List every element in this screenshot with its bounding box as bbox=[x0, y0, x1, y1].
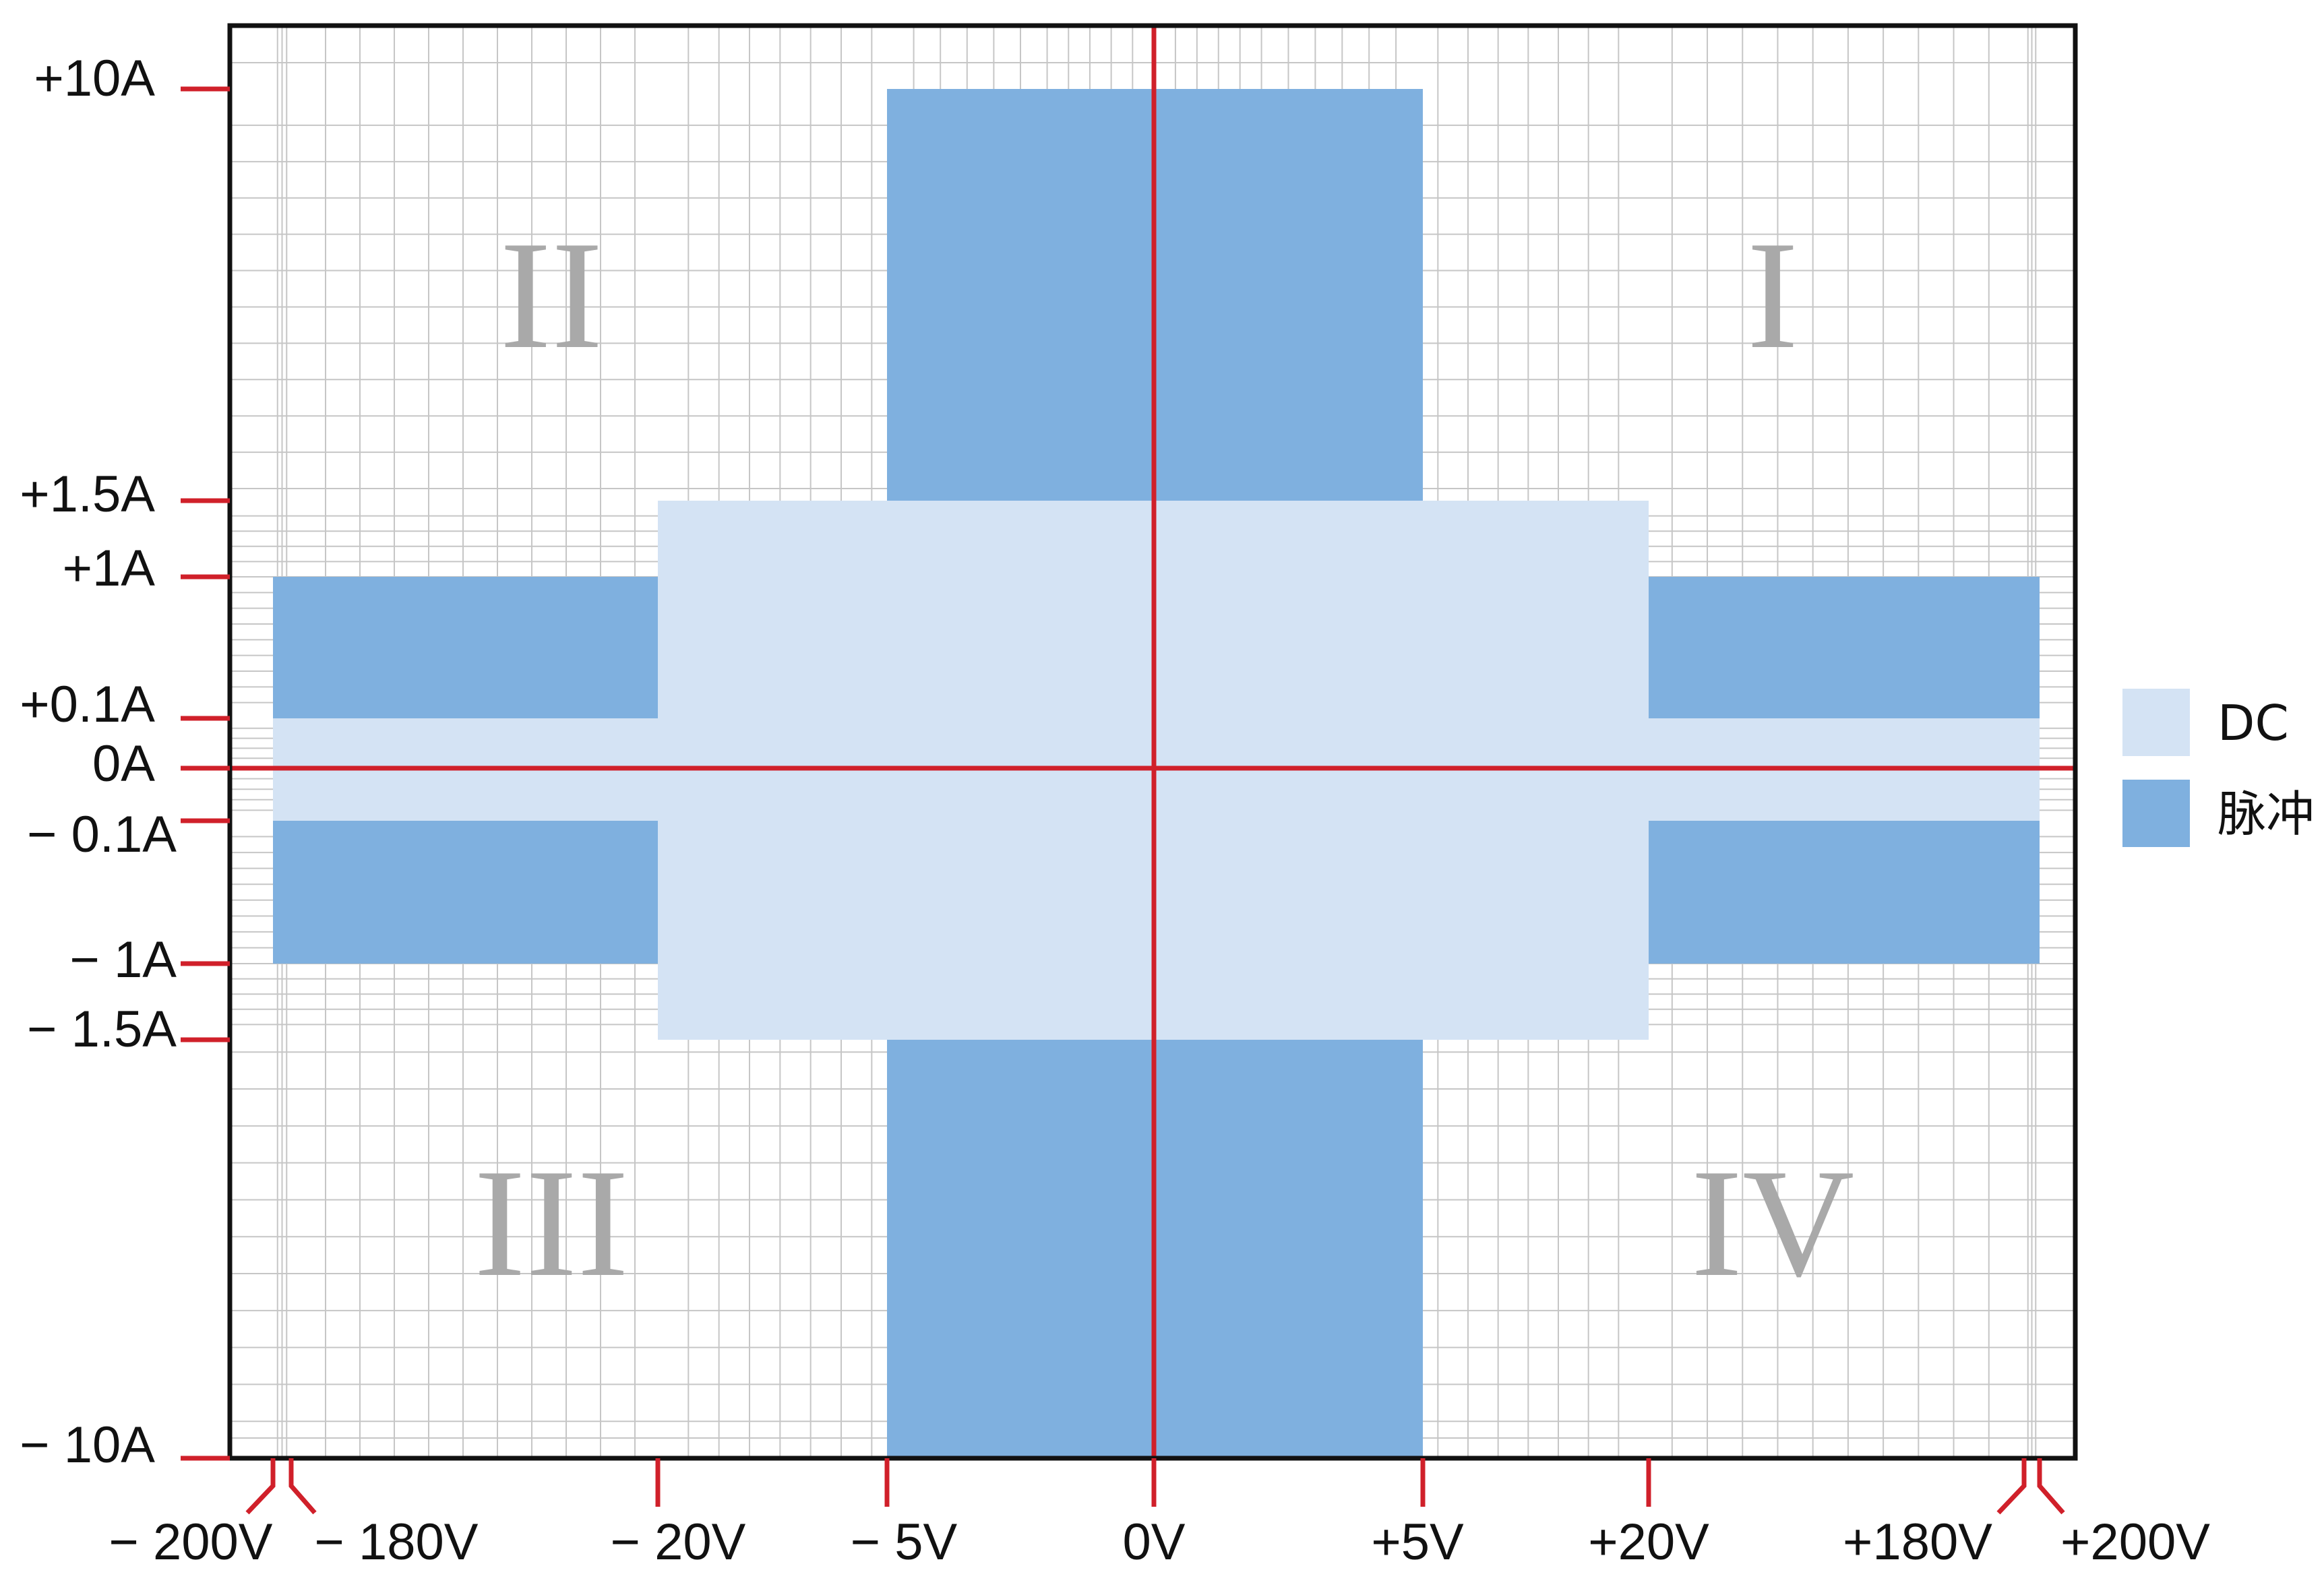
quadrant-label-iii: III bbox=[474, 1137, 629, 1309]
y-tick-label-0-1a: − 0.1A bbox=[27, 806, 177, 863]
quadrant-label-i: I bbox=[1747, 209, 1799, 381]
legend-swatch-pulse bbox=[2122, 780, 2190, 847]
x-tick-200v bbox=[245, 1458, 276, 1515]
x-tick-label-20v: − 20V bbox=[611, 1513, 746, 1571]
x-tick-label-180v: − 180V bbox=[315, 1513, 479, 1571]
x-tick-label-200v: − 200V bbox=[109, 1513, 273, 1571]
y-tick-label-0a: 0A bbox=[92, 735, 155, 792]
legend: DC 脉冲 bbox=[2122, 689, 2315, 847]
x-tick-label-180v: +180V bbox=[1843, 1513, 1992, 1571]
y-tick-label-1a: +1A bbox=[63, 540, 156, 597]
quadrant-label-ii: II bbox=[499, 209, 603, 381]
x-tick-180v bbox=[1996, 1458, 2027, 1515]
x-tick-label-5v: − 5V bbox=[851, 1513, 958, 1571]
x-tick-180v bbox=[288, 1458, 317, 1515]
x-tick-label-20v: +20V bbox=[1588, 1513, 1709, 1571]
y-tick-label-10a: +10A bbox=[34, 50, 155, 107]
x-tick-label-0v: 0V bbox=[1123, 1513, 1186, 1571]
legend-label-pulse: 脉冲 bbox=[2218, 786, 2315, 842]
y-tick-label-0-1a: +0.1A bbox=[20, 676, 155, 733]
y-tick-label-1a: − 1A bbox=[70, 931, 177, 989]
axes bbox=[230, 26, 2075, 1458]
y-tick-label-1-5a: − 1.5A bbox=[27, 1001, 177, 1058]
y-tick-label-1-5a: +1.5A bbox=[20, 466, 155, 523]
x-tick-label-5v: +5V bbox=[1371, 1513, 1464, 1571]
legend-label-dc: DC bbox=[2218, 695, 2289, 751]
x-tick-200v bbox=[2037, 1458, 2065, 1515]
quadrant-labels: I II III IV bbox=[474, 209, 1854, 1309]
quadrant-label-iv: IV bbox=[1691, 1137, 1855, 1309]
legend-swatch-dc bbox=[2122, 689, 2190, 756]
x-tick-label-200v: +200V bbox=[2060, 1513, 2210, 1571]
y-tick-label-10a: − 10A bbox=[20, 1416, 155, 1474]
